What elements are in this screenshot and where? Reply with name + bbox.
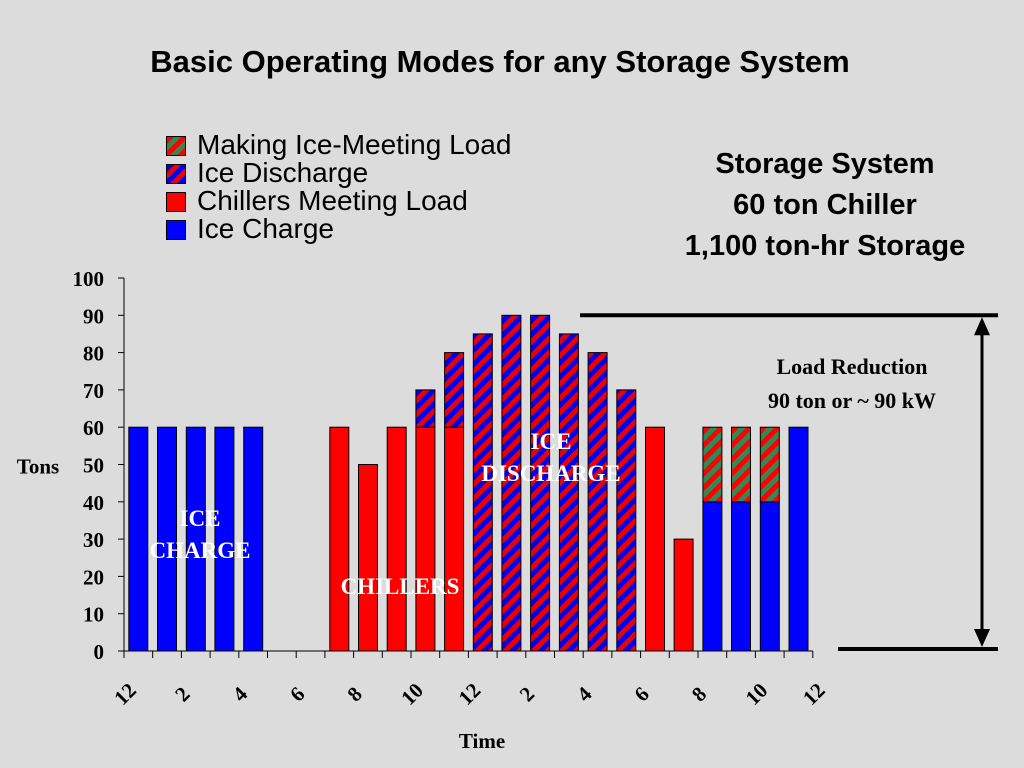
load-reduction-arrow-head-down — [974, 629, 990, 647]
bar-ice-charge-0 — [128, 426, 149, 652]
annotation-ice-discharge-line-1: ICE — [531, 429, 572, 454]
x-tick-label-7: 2 — [515, 682, 539, 706]
y-tick-label-20: 20 — [83, 565, 104, 589]
annotation-ice-discharge-line-2: DISCHARGE — [481, 461, 620, 486]
x-tick-label-6: 12 — [454, 678, 486, 710]
bar-making-ice-meeting-load-20 — [702, 426, 723, 503]
bar-ice-charge-20 — [702, 501, 723, 652]
storage-system-info: Storage System 60 ton Chiller 1,100 ton-… — [640, 144, 1010, 267]
bar-ice-charge-23 — [788, 426, 809, 652]
legend-swatch-making-ice — [166, 136, 186, 156]
y-tick-label-70: 70 — [83, 379, 104, 403]
bar-chillers-meeting-load-7 — [329, 426, 350, 652]
bar-ice-discharge-17 — [616, 389, 637, 652]
system-line-3: 1,100 ton-hr Storage — [684, 230, 966, 262]
x-tick-label-5: 10 — [396, 678, 428, 710]
y-tick-label-50: 50 — [83, 454, 104, 478]
x-axis-title: Time — [459, 729, 505, 753]
bars-group — [128, 314, 809, 652]
x-tick-label-11: 10 — [741, 678, 773, 710]
system-line-1: Storage System — [715, 148, 935, 180]
bar-chillers-meeting-load-9 — [386, 426, 407, 652]
load-reduction-arrow-head-up — [974, 317, 990, 336]
bar-chillers-meeting-load-11 — [444, 426, 465, 652]
x-tick-label-2: 4 — [228, 681, 253, 706]
legend-label-chillers: Chillers Meeting Load — [197, 185, 468, 216]
bar-making-ice-meeting-load-21 — [731, 426, 751, 503]
y-tick-label-40: 40 — [83, 491, 104, 515]
bar-ice-charge-22 — [759, 501, 780, 652]
y-tick-label-90: 90 — [83, 304, 104, 328]
legend-swatch-ice-charge — [166, 220, 186, 240]
bar-chillers-meeting-load-8 — [358, 464, 378, 652]
y-tick-label-0: 0 — [94, 640, 105, 664]
bar-ice-discharge-15 — [558, 333, 579, 652]
annotation-ice-charge-line-1: ICE — [180, 506, 221, 531]
legend-label-making-ice: Making Ice-Meeting Load — [197, 129, 512, 160]
x-tick-label-1: 2 — [170, 682, 194, 706]
annotation-load-reduction-line-1: Load Reduction — [777, 354, 928, 379]
y-axis-title: Tons — [17, 455, 59, 479]
x-tick-label-4: 8 — [342, 682, 366, 706]
bar-ice-discharge-11 — [444, 352, 465, 428]
x-tick-label-8: 4 — [572, 681, 597, 706]
y-tick-label-80: 80 — [83, 342, 104, 366]
x-tick-label-9: 6 — [629, 682, 653, 706]
legend-label-ice-discharge: Ice Discharge — [197, 157, 369, 188]
annotation-load-reduction-line-2: 90 ton or ~ 90 kW — [768, 388, 936, 413]
x-tick-label-12: 12 — [798, 678, 830, 710]
system-line-2: 60 ton Chiller — [733, 189, 917, 221]
legend-label-ice-charge: Ice Charge — [197, 213, 334, 244]
y-tick-label-60: 60 — [83, 416, 104, 440]
y-tick-label-30: 30 — [83, 528, 104, 552]
x-tick-label-3: 6 — [285, 682, 309, 706]
x-tick-label-0: 12 — [109, 678, 141, 710]
bar-chillers-meeting-load-10 — [415, 426, 436, 652]
bar-chillers-meeting-load-18 — [645, 426, 665, 652]
bar-making-ice-meeting-load-22 — [759, 426, 780, 503]
annotation-ice-charge-line-2: CHARGE — [150, 538, 251, 563]
legend-swatch-chillers — [166, 192, 186, 212]
legend-swatch-ice-discharge — [166, 164, 186, 184]
bar-ice-discharge-10 — [415, 389, 436, 428]
x-tick-label-10: 8 — [687, 682, 711, 706]
annotations-group: ICE CHARGE CHILLERS ICE DISCHARGE Load Reduct… — [150, 313, 998, 651]
bar-ice-discharge-16 — [587, 352, 608, 652]
annotation-chillers-line-1: CHILLERS — [341, 574, 460, 599]
y-tick-label-10: 10 — [83, 603, 104, 627]
bar-ice-discharge-12 — [472, 333, 493, 652]
slide-title: Basic Operating Modes for any Storage Sy… — [150, 44, 850, 79]
bar-ice-charge-21 — [731, 501, 751, 652]
bar-chillers-meeting-load-19 — [673, 538, 694, 652]
y-tick-label-100: 100 — [73, 267, 105, 291]
